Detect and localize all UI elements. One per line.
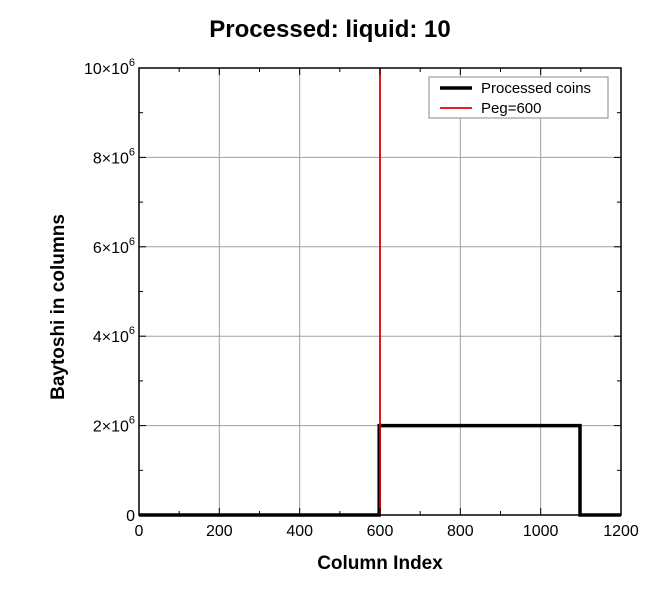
legend-label: Peg=600 bbox=[481, 100, 541, 117]
x-tick-label: 800 bbox=[447, 523, 474, 540]
ticks: 0 200 400 600 800 1000 1200 0 2×106 4×106 6×106 8×1… bbox=[84, 57, 639, 540]
x-tick-label: 400 bbox=[286, 523, 313, 540]
y-tick-label: 6×106 bbox=[93, 236, 135, 257]
x-axis-label: Column Index bbox=[317, 553, 443, 574]
x-tick-label: 0 bbox=[135, 523, 144, 540]
x-tick-label: 1000 bbox=[523, 523, 559, 540]
legend: Processed coins Peg=600 bbox=[428, 76, 609, 119]
y-axis-label: Baytoshi in columns bbox=[48, 214, 69, 400]
y-tick-label: 4×106 bbox=[93, 325, 135, 346]
y-tick-label: 0 bbox=[126, 508, 135, 525]
x-tick-label: 600 bbox=[367, 523, 394, 540]
series-layer bbox=[139, 68, 621, 517]
y-tick-label: 10×106 bbox=[84, 57, 135, 78]
x-tick-label: 200 bbox=[206, 523, 233, 540]
y-tick-label: 8×106 bbox=[93, 146, 135, 167]
legend-label: Processed coins bbox=[481, 80, 591, 97]
x-tick-label: 1200 bbox=[603, 523, 639, 540]
y-tick-label: 2×106 bbox=[93, 415, 135, 436]
legend-box bbox=[428, 76, 609, 119]
chart-title: Processed: liquid: 10 bbox=[209, 16, 450, 43]
